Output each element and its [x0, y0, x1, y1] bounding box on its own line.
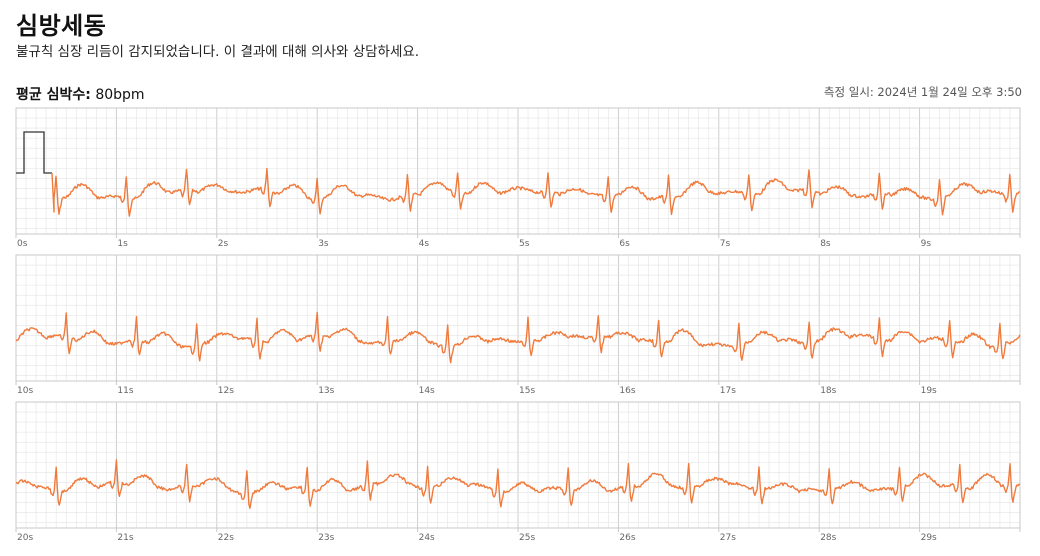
time-tick-label: 9s	[921, 239, 932, 249]
calibration-pulse	[16, 131, 52, 174]
ecg-trace-line	[15, 459, 1021, 509]
ecg-grid	[15, 254, 1021, 382]
time-tick-label: 14s	[419, 386, 435, 396]
time-tick-label: 6s	[619, 239, 630, 249]
time-tick-label: 3s	[318, 239, 329, 249]
time-tick-label: 11s	[117, 386, 133, 396]
time-tick-label: 4s	[419, 239, 430, 249]
time-tick-label: 23s	[318, 533, 334, 543]
time-tick-label: 22s	[218, 533, 234, 543]
time-tick-label: 16s	[619, 386, 635, 396]
time-tick-label: 0s	[17, 239, 28, 249]
time-tick-label: 18s	[820, 386, 836, 396]
time-tick-label: 1s	[117, 239, 128, 249]
time-tick-label: 12s	[218, 386, 234, 396]
measurement-timestamp: 측정 일시: 2024년 1월 24일 오후 3:50	[823, 85, 1022, 99]
ecg-strip-1-chart: 0s 1s 2s 3s 4s 5s 6s 7s 8s 9s	[15, 107, 1021, 249]
time-tick-label: 28s	[820, 533, 836, 543]
ecg-trace-line	[15, 311, 1021, 364]
average-heart-rate: 평균 심박수: 80bpm	[16, 84, 145, 104]
time-tick-label: 19s	[921, 386, 937, 396]
ecg-grid	[15, 401, 1021, 529]
time-tick-label: 21s	[117, 533, 133, 543]
time-tick-label: 8s	[820, 239, 831, 249]
time-tick-label: 26s	[619, 533, 635, 543]
time-tick-label: 17s	[720, 386, 736, 396]
time-tick-label: 20s	[17, 533, 33, 543]
average-heart-rate-label: 평균 심박수:	[16, 87, 91, 103]
time-tick-label: 10s	[17, 386, 33, 396]
ecg-strip-3: 20s 21s 22s 23s 24s 25s 26s 27s 28s 29s	[15, 401, 1021, 543]
ecg-grid	[15, 107, 1021, 235]
result-message: 불규칙 심장 리듬이 감지되었습니다. 이 결과에 대해 의사와 상담하세요.	[16, 44, 420, 60]
time-tick-label: 15s	[519, 386, 535, 396]
average-heart-rate-value: 80bpm	[95, 87, 145, 103]
ecg-strip-1: 0s 1s 2s 3s 4s 5s 6s 7s 8s 9s	[15, 107, 1021, 249]
ecg-trace-line	[51, 167, 1020, 217]
ecg-strip-2: 10s 11s 12s 13s 14s 15s 16s 17s 18s 19s	[15, 254, 1021, 396]
time-tick-label: 13s	[318, 386, 334, 396]
time-tick-label: 5s	[519, 239, 530, 249]
time-tick-label: 25s	[519, 533, 535, 543]
ecg-strip-3-chart: 20s 21s 22s 23s 24s 25s 26s 27s 28s 29s	[15, 401, 1021, 543]
time-tick-label: 7s	[720, 239, 731, 249]
page-title: 심방세동	[16, 12, 107, 40]
time-tick-label: 27s	[720, 533, 736, 543]
time-tick-label: 2s	[218, 239, 229, 249]
ecg-strip-2-chart: 10s 11s 12s 13s 14s 15s 16s 17s 18s 19s	[15, 254, 1021, 396]
time-tick-label: 24s	[419, 533, 435, 543]
time-tick-label: 29s	[921, 533, 937, 543]
